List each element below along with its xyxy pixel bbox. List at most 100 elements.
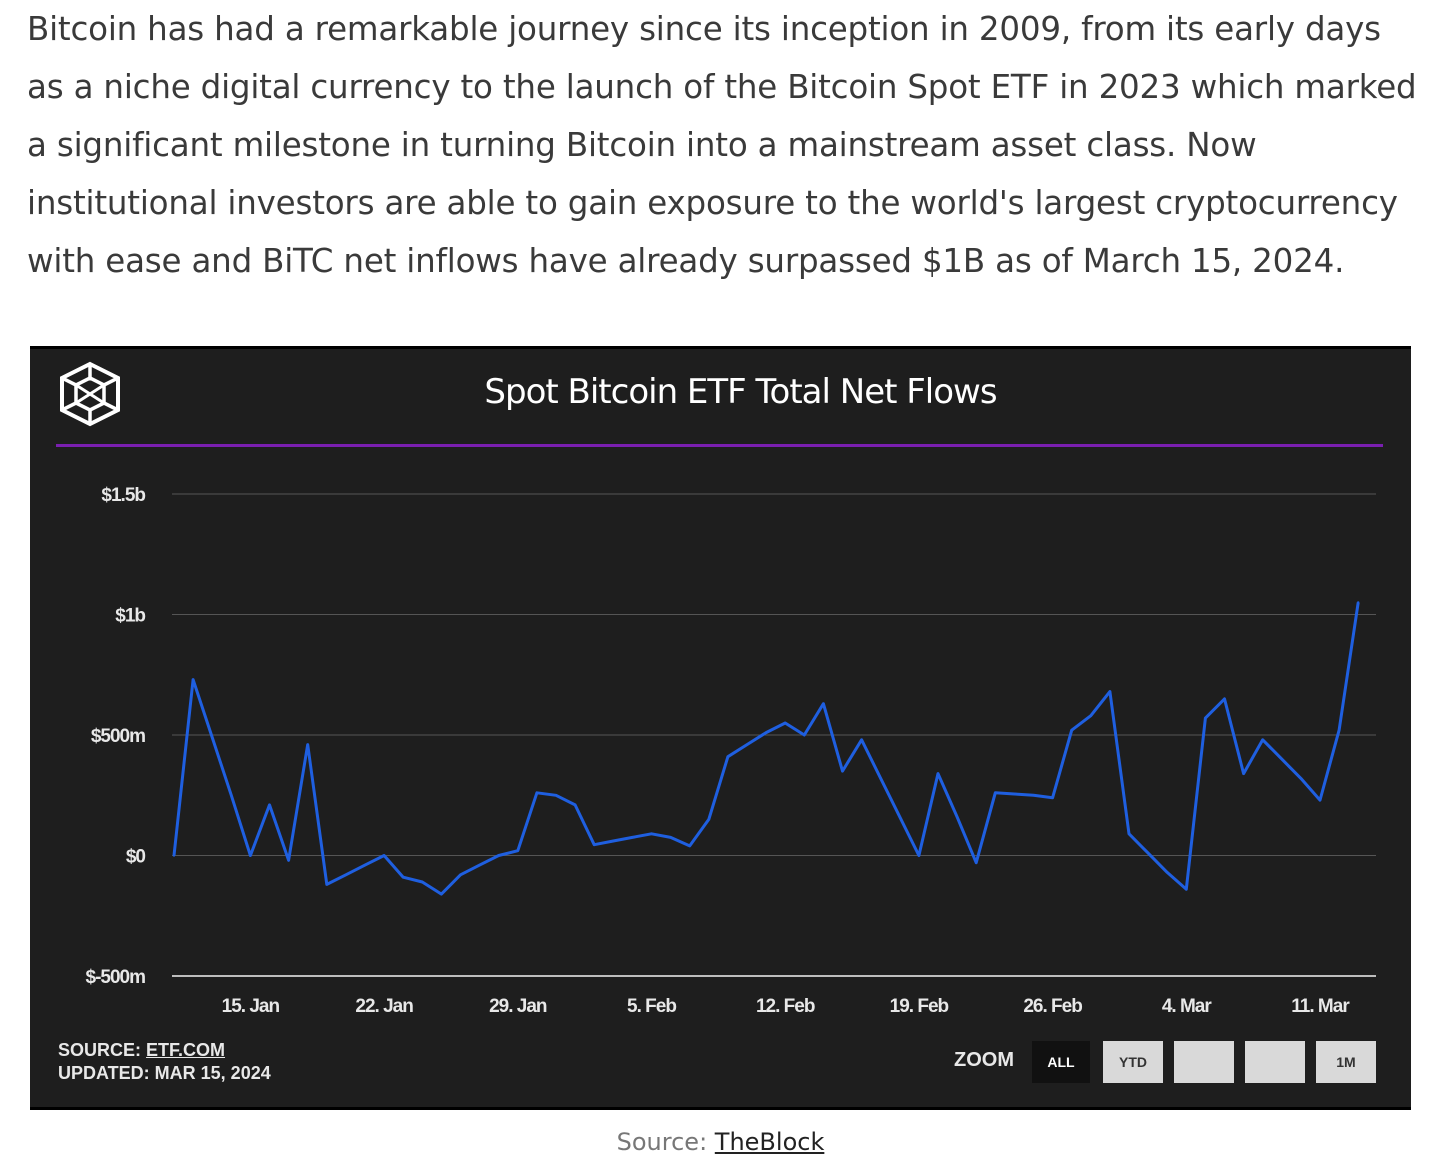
caption-link[interactable]: TheBlock [714,1128,825,1156]
source-prefix: SOURCE: [58,1040,147,1060]
x-tick-label: 15. Jan [222,996,280,1017]
y-tick-label: $-500m [86,967,146,988]
y-tick-label: $1b [115,606,145,627]
zoom-label: ZOOM [954,1049,1014,1071]
data-point [650,832,653,836]
data-point [230,794,233,797]
data-point [994,791,997,795]
data-point [1032,794,1035,797]
zoom-blank-button-2[interactable] [1245,1041,1305,1083]
data-point [1070,728,1073,732]
data-point [573,803,577,807]
data-point [1051,796,1054,799]
data-point [955,815,959,819]
data-point [172,854,176,857]
data-point [822,702,825,705]
data-point [1166,871,1169,874]
data-point [306,743,309,746]
data-point [631,836,634,839]
grid-lines [172,493,1376,977]
data-point [593,843,596,846]
data-point [287,859,290,862]
data-point [249,854,252,857]
data-point [688,844,691,848]
data-point [1318,798,1322,802]
data-point [1280,757,1284,761]
y-tick-label: $500m [91,726,145,747]
data-point [1299,777,1303,780]
data-point [726,755,730,758]
series-layer [172,601,1360,896]
x-tick-label: 22. Jan [355,996,413,1017]
data-point [879,777,882,780]
x-tick-label: 26. Feb [1023,996,1082,1017]
data-point [898,815,901,819]
data-point [745,743,749,746]
y-axis-ticks: $1.5b $1b $500m $0 $-500m [86,485,147,988]
caption-prefix: Source: [616,1128,715,1156]
data-point [612,839,615,843]
data-point [191,678,195,681]
data-point [554,794,558,797]
data-point [669,836,672,839]
series-line-net-flows [172,602,1360,896]
data-point [402,875,405,879]
data-point [382,854,386,857]
y-tick-label: $1.5b [101,485,145,506]
data-point [707,818,710,821]
data-point [497,854,500,857]
zoom-all-button[interactable]: ALL [1032,1041,1090,1083]
x-tick-label: 12. Feb [756,996,815,1017]
data-point [211,736,214,739]
data-point [1261,738,1264,742]
data-point [1223,697,1226,701]
source-link[interactable]: ETF.COM [146,1040,226,1060]
chart-title: Spot Bitcoin ETF Total Net Flows [484,372,997,412]
title-divider [56,444,1383,447]
zoom-blank-button-1[interactable] [1174,1041,1234,1083]
data-point [516,849,519,852]
updated-date: UPDATED: MAR 15, 2024 [58,1063,271,1083]
figure-caption: Source: TheBlock [0,1128,1441,1156]
data-point [1337,728,1341,732]
data-point [841,769,844,773]
data-point [784,721,787,725]
x-tick-label: 11. Mar [1291,996,1350,1017]
data-point [1108,690,1112,693]
data-point [917,854,921,857]
chart-source: SOURCE: ETF.COM UPDATED: MAR 15, 2024 [58,1039,271,1085]
data-point [1013,792,1016,796]
data-point [1185,888,1188,891]
y-tick-label: $0 [126,847,146,868]
data-point [1127,832,1131,836]
data-point [268,803,271,807]
data-point [344,873,348,876]
x-tick-label: 4. Mar [1162,996,1213,1017]
x-tick-label: 29. Jan [489,996,547,1017]
data-point [535,791,539,795]
article-paragraph: Bitcoin has had a remarkable journey sin… [27,10,1417,280]
data-point [459,873,462,876]
x-axis-ticks: 15. Jan 22. Jan 29. Jan 5. Feb 12. Feb 19. Fe… [222,996,1352,1017]
zoom-1m-button[interactable]: 1M [1316,1041,1376,1083]
data-point [1204,716,1207,720]
data-point [1357,601,1360,604]
data-point [421,880,424,884]
data-point [440,892,443,896]
theblock-cube-logo-icon [60,361,120,427]
data-point [325,883,328,886]
chart-card [30,346,1411,1110]
data-point [764,731,768,734]
data-point [860,738,863,742]
data-point [1146,851,1150,855]
x-tick-label: 5. Feb [627,996,676,1017]
data-point [975,861,978,864]
x-tick-label: 19. Feb [890,996,949,1017]
data-point [363,863,367,867]
data-point [936,772,940,775]
data-point [1089,714,1093,717]
zoom-ytd-button[interactable]: YTD [1103,1041,1163,1083]
data-point [478,863,481,867]
data-point [1242,772,1245,775]
